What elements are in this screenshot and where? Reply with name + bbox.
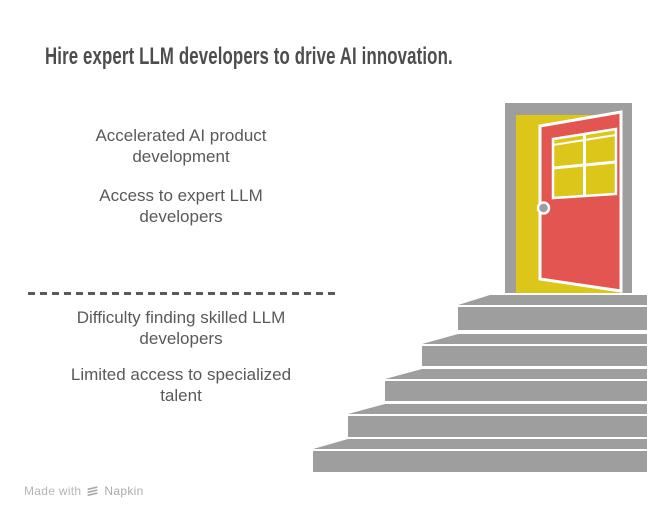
pros-cons-divider [28,292,338,295]
door-frame-right-post [621,103,632,293]
staircase [313,295,647,472]
stair-riser [458,307,647,330]
stair-tread [385,369,647,379]
door-window-horizontal-mullion [552,160,617,170]
text-line: talent [160,386,202,405]
stair-tread [458,295,647,305]
stair-tread [348,404,647,414]
challenge-text-2: Limited access to specialized talent [25,364,337,406]
door-frame-left-post [505,103,516,293]
watermark-brand: Napkin [104,484,144,498]
text-line: Limited access to specialized [70,365,292,384]
text-line: Difficulty finding skilled LLM [76,308,286,327]
stair-tread [313,439,647,449]
text-line: developers [139,329,223,348]
text-line: Access to expert LLM [99,186,263,205]
door-window [551,127,618,200]
watermark: Made with Napkin [24,484,144,498]
open-door [536,110,623,293]
benefit-text-1: Accelerated AI product development [25,125,337,167]
watermark-made-with: Made with [24,484,82,498]
page-title: Hire expert LLM developers to drive AI i… [45,43,453,70]
challenge-text-1: Difficulty finding skilled LLM developer… [25,307,337,349]
stair-riser [385,381,647,401]
napkin-logo-icon [87,485,99,496]
stair-riser [313,451,647,472]
stair-riser [348,416,647,437]
benefit-text-2: Access to expert LLM developers [25,185,337,227]
text-line: developers [139,207,223,226]
text-line: development [132,147,230,166]
door-frame-top-bar [505,103,632,115]
stair-riser [422,346,647,366]
doorknob-icon [536,201,551,215]
stair-tread [422,334,647,344]
text-line: Accelerated AI product [95,126,267,145]
